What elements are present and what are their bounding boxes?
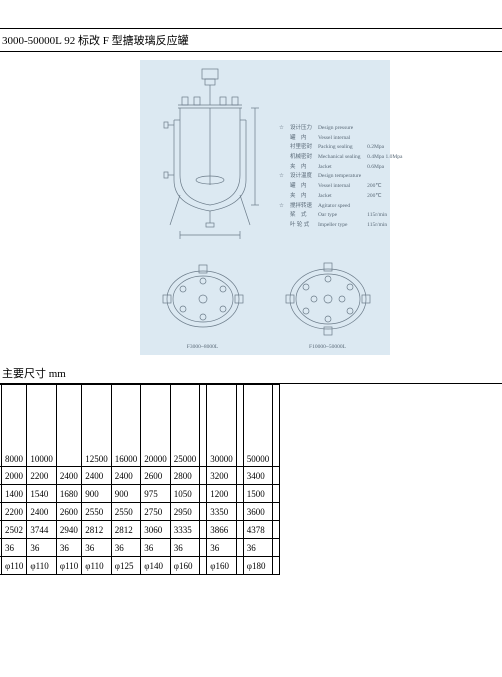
table-cell: 4378 (243, 521, 273, 539)
dimensions-subtitle: 主要尺寸 mm (0, 363, 502, 384)
table-cell (236, 467, 243, 485)
vessel-diagram: ☆设计压力Design pressure 罐 内Vessel internal衬… (140, 60, 390, 355)
table-cell: 1540 (27, 485, 57, 503)
table-cell: φ110 (56, 557, 81, 575)
page-title: 3000-50000L 92 标改 F 型搪玻璃反应罐 (0, 31, 502, 49)
table-cell: 36 (141, 539, 171, 557)
table-cell: 1200 (207, 485, 237, 503)
table-cell: 3335 (170, 521, 200, 539)
table-cell: φ110 (27, 557, 57, 575)
table-cell (273, 385, 280, 467)
table-cell: 25000 (170, 385, 200, 467)
table-cell (200, 557, 207, 575)
table-cell: 2200 (27, 467, 57, 485)
table-cell: 2550 (82, 503, 112, 521)
top-view-small: F3000~8000L (153, 259, 253, 350)
table-cell (200, 467, 207, 485)
table-cell (273, 539, 280, 557)
table-cell: 36 (170, 539, 200, 557)
table-cell: φ125 (111, 557, 141, 575)
table-cell: φ160 (207, 557, 237, 575)
table-cell: 2812 (82, 521, 112, 539)
table-cell (56, 385, 81, 467)
table-cell: 2000 (2, 467, 27, 485)
table-cell (273, 521, 280, 539)
table-cell: 2600 (56, 503, 81, 521)
table-cell: 2800 (170, 467, 200, 485)
table-cell: 12500 (82, 385, 112, 467)
table-cell: 2750 (141, 503, 171, 521)
table-cell: 1500 (243, 485, 273, 503)
table-cell: φ140 (141, 557, 171, 575)
table-cell (273, 503, 280, 521)
table-cell: 900 (82, 485, 112, 503)
table-cell: 900 (111, 485, 141, 503)
table-cell: φ110 (2, 557, 27, 575)
table-cell (200, 503, 207, 521)
table-cell: 8000 (2, 385, 27, 467)
table-cell: 20000 (141, 385, 171, 467)
table-cell: 2502 (2, 521, 27, 539)
table-cell: 2400 (82, 467, 112, 485)
table-cell: 36 (111, 539, 141, 557)
table-cell: 2600 (141, 467, 171, 485)
table-cell: 1680 (56, 485, 81, 503)
table-cell (236, 539, 243, 557)
table-cell (200, 485, 207, 503)
table-cell: 10000 (27, 385, 57, 467)
table-cell: 36 (2, 539, 27, 557)
table-cell: 2550 (111, 503, 141, 521)
table-cell: 3200 (207, 467, 237, 485)
table-cell (273, 485, 280, 503)
table-cell (200, 385, 207, 467)
table-cell: 36 (56, 539, 81, 557)
table-cell (200, 521, 207, 539)
table-cell: φ110 (82, 557, 112, 575)
table-cell: 3350 (207, 503, 237, 521)
table-cell: 36 (82, 539, 112, 557)
table-cell: 36 (27, 539, 57, 557)
table-cell (236, 385, 243, 467)
table-cell: 36 (243, 539, 273, 557)
table-cell: 50000 (243, 385, 273, 467)
table-cell: 2400 (27, 503, 57, 521)
table-cell: 30000 (207, 385, 237, 467)
table-cell: 3060 (141, 521, 171, 539)
table-cell: 2950 (170, 503, 200, 521)
vessel-elevation-drawing (150, 65, 270, 240)
table-cell: 975 (141, 485, 171, 503)
table-cell: 2812 (111, 521, 141, 539)
table-cell (273, 557, 280, 575)
table-cell (200, 539, 207, 557)
table-cell: 3744 (27, 521, 57, 539)
dimensions-table: 0050006300800010000125001600020000250003… (0, 384, 280, 575)
top-view-large: F10000~50000L (278, 259, 378, 350)
table-cell: 3600 (243, 503, 273, 521)
table-cell: 2940 (56, 521, 81, 539)
table-cell (236, 557, 243, 575)
table-cell: φ180 (243, 557, 273, 575)
table-cell: 16000 (111, 385, 141, 467)
table-cell (236, 521, 243, 539)
table-cell: φ160 (170, 557, 200, 575)
table-cell: 36 (207, 539, 237, 557)
table-cell (236, 503, 243, 521)
table-cell: 2400 (111, 467, 141, 485)
table-cell: 3400 (243, 467, 273, 485)
table-cell: 2200 (2, 503, 27, 521)
table-cell: 3866 (207, 521, 237, 539)
table-cell: 2400 (56, 467, 81, 485)
table-cell: 1050 (170, 485, 200, 503)
spec-table: ☆设计压力Design pressure 罐 内Vessel internal衬… (275, 123, 406, 232)
table-cell (273, 467, 280, 485)
table-cell (236, 485, 243, 503)
table-cell: 1400 (2, 485, 27, 503)
